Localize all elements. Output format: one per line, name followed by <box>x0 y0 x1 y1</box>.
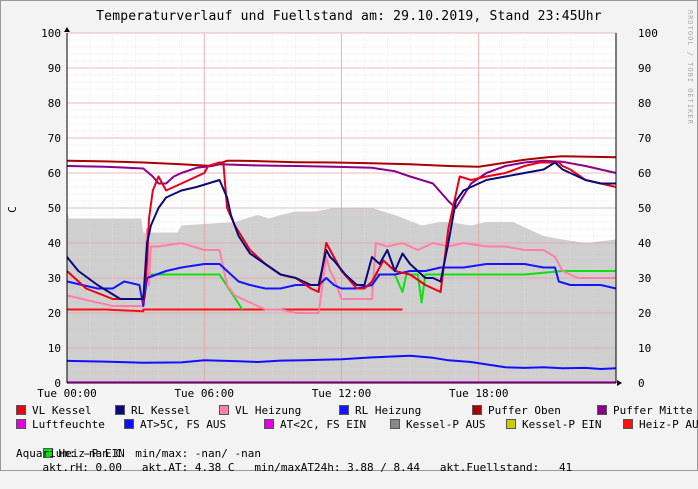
series-at-5c-fs-aus <box>66 354 617 370</box>
series-vl-kessel <box>66 161 617 304</box>
legend-item: AT<2C, FS EIN <box>264 418 390 432</box>
x-tick-label: Tue 00:00 <box>37 387 97 400</box>
y-tick-label-right: 30 <box>638 272 651 285</box>
aquarium-info: Aquarium: -nan C min/max: -nan/ -nan <box>16 446 262 460</box>
y-tick-label: 30 <box>48 272 61 285</box>
legend-item: Puffer Mitte <box>597 404 692 418</box>
series-heiz-p-aus <box>67 308 403 313</box>
y-tick-label: 0 <box>54 377 61 390</box>
legend-item: Kessel-P EIN <box>506 418 623 432</box>
legend-label: RL Heizung <box>355 404 422 417</box>
legend-swatch <box>219 405 229 415</box>
series-puffer-mitte <box>66 159 617 209</box>
legend-swatch <box>597 405 607 415</box>
legend-swatch <box>264 419 274 430</box>
legend-swatch <box>16 405 26 415</box>
legend-row-1: VL Kessel RL Kessel VL Heizung RL Heizung Pu… <box>16 404 692 418</box>
legend-item: Kessel-P AUS <box>390 418 506 432</box>
y-tick-label-right: 50 <box>638 202 651 215</box>
y-tick-label: 80 <box>48 97 61 110</box>
legend-item: AT>5C, FS AUS <box>124 418 264 432</box>
legend-swatch <box>390 419 400 430</box>
x-tick-label: Tue 12:00 <box>312 387 372 400</box>
rrdtool-watermark: RRDTOOL / TOBI OETIKER <box>686 10 694 125</box>
legend-label: AT<2C, FS EIN <box>280 418 367 432</box>
y-tick-label-right: 20 <box>638 307 651 320</box>
legend-item-heiz-p-ein: Heiz-P EIN <box>42 446 125 461</box>
y-tick-label: 40 <box>48 237 61 250</box>
legend-swatch <box>339 405 349 415</box>
y-tick-label: 50 <box>48 202 61 215</box>
series-vl-heizung <box>66 228 616 314</box>
legend-label: Heiz-P AUS <box>639 418 698 432</box>
legend-label: VL Heizung <box>235 404 302 417</box>
y-tick-label: 90 <box>48 62 61 75</box>
axis-layer: 0 0 10 10 20 20 30 30 40 40 50 50 60 60 70 70 80 80 90 90 10… <box>37 27 658 400</box>
y-tick-label: 60 <box>48 167 61 180</box>
legend-item: Heiz-P AUS <box>623 418 698 432</box>
current-values-info: akt.rH: 0.00 akt.AT: 4.38 C min/maxAT24h… <box>42 460 573 474</box>
y-tick-label-right: 80 <box>638 97 651 110</box>
legend: VL Kessel RL Kessel VL Heizung RL Heizung Pu… <box>16 404 698 474</box>
y-tick-label: 100 <box>41 27 61 40</box>
legend-row-3: Heiz-P EIN akt.rH: 0.00 akt.AT: 4.38 C m… <box>16 432 683 474</box>
y-tick-label-right: 90 <box>638 62 651 75</box>
legend-swatch <box>124 419 134 430</box>
x-tick-label: Tue 06:00 <box>174 387 234 400</box>
legend-label: Luftfeuchte <box>32 418 105 432</box>
legend-label: Kessel-P AUS <box>406 418 486 432</box>
legend-item: Luftfeuchte <box>16 418 124 432</box>
series-layer <box>66 155 617 384</box>
chart-title: Temperaturverlauf und Fuellstand am: 29.… <box>96 9 602 24</box>
legend-row-2: Luftfeuchte AT>5C, FS AUS AT<2C, FS EIN Kes… <box>16 418 698 432</box>
series-puffer-oben <box>66 155 617 168</box>
y-tick-label: 20 <box>48 307 61 320</box>
legend-label: Puffer Oben <box>488 404 561 417</box>
legend-label: AT>5C, FS AUS <box>140 418 227 432</box>
y-tick-label-right: 100 <box>638 27 658 40</box>
legend-item: VL Heizung <box>219 404 339 418</box>
legend-label: Kessel-P EIN <box>522 418 602 432</box>
chart-svg: 0 0 10 10 20 20 30 30 40 40 50 50 60 60 70 70 80 80 90 90 10… <box>37 27 658 400</box>
legend-item: RL Heizung <box>339 404 472 418</box>
y-tick-label: 70 <box>48 132 61 145</box>
legend-label: Heiz-P EIN <box>58 446 125 460</box>
legend-swatch <box>623 419 633 430</box>
legend-swatch <box>472 405 482 415</box>
legend-label: Puffer Mitte <box>613 404 693 417</box>
x-axis-arrow <box>617 380 622 386</box>
y-tick-label-right: 60 <box>638 167 651 180</box>
y-tick-label-right: 10 <box>638 342 651 355</box>
legend-swatch <box>506 419 516 430</box>
legend-item: RL Kessel <box>115 404 219 418</box>
legend-label: VL Kessel <box>32 404 92 417</box>
series-rl-kessel <box>66 161 616 300</box>
y-tick-label-right: 0 <box>638 377 645 390</box>
y-axis-arrow <box>64 27 70 32</box>
y-tick-label-right: 40 <box>638 237 651 250</box>
x-tick-label: Tue 18:00 <box>449 387 509 400</box>
legend-item: Puffer Oben <box>472 404 597 418</box>
series-rl-heizung <box>66 263 617 307</box>
legend-swatch <box>42 447 53 458</box>
legend-item: VL Kessel <box>16 404 115 418</box>
y-tick-label: 10 <box>48 342 61 355</box>
legend-swatch <box>16 419 26 430</box>
legend-label: RL Kessel <box>131 404 191 417</box>
y-tick-label-right: 70 <box>638 132 651 145</box>
legend-swatch <box>115 405 125 415</box>
